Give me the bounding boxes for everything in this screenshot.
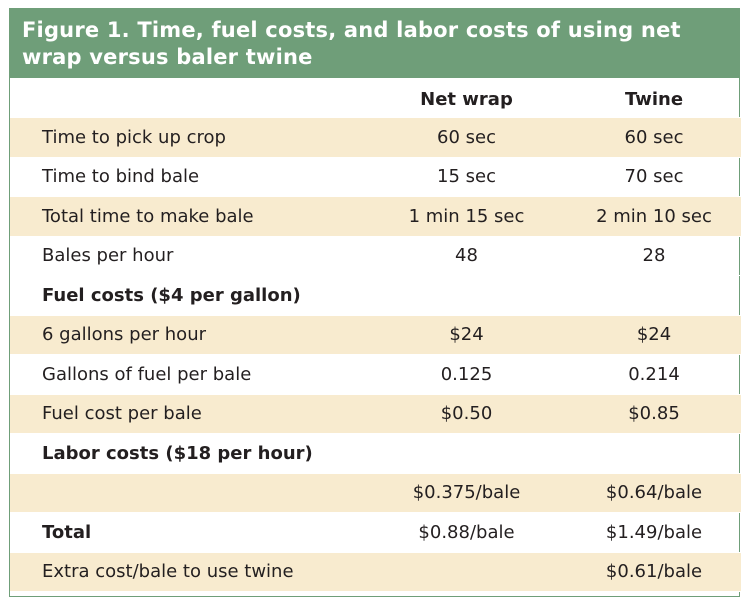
section-label: Labor costs ($18 per hour) bbox=[10, 433, 366, 474]
table-row: Total time to make bale 1 min 15 sec 2 m… bbox=[10, 196, 741, 237]
row-label: Time to pick up crop bbox=[10, 117, 366, 158]
row-label: Bales per hour bbox=[10, 236, 366, 276]
net-wrap-value: 1 min 15 sec bbox=[366, 196, 567, 237]
row-label: 6 gallons per hour bbox=[10, 315, 366, 355]
twine-value bbox=[567, 433, 741, 474]
row-label: Fuel cost per bale bbox=[10, 394, 366, 434]
row-label: Gallons of fuel per bale bbox=[10, 354, 366, 395]
total-label: Total bbox=[10, 512, 366, 553]
twine-value: $24 bbox=[567, 315, 741, 355]
figure-title: Figure 1. Time, fuel costs, and labor co… bbox=[10, 9, 739, 78]
net-wrap-value bbox=[366, 552, 567, 592]
header-net-wrap: Net wrap bbox=[366, 78, 567, 118]
net-wrap-value bbox=[366, 433, 567, 474]
table-row: Time to pick up crop 60 sec 60 sec bbox=[10, 117, 741, 158]
net-wrap-value: 48 bbox=[366, 236, 567, 276]
net-wrap-value: $0.375/bale bbox=[366, 473, 567, 513]
net-wrap-value: $0.88/bale bbox=[366, 512, 567, 553]
twine-value: 2 min 10 sec bbox=[567, 196, 741, 237]
twine-value bbox=[567, 275, 741, 316]
table-header-row: Net wrap Twine bbox=[10, 78, 741, 118]
twine-value: 60 sec bbox=[567, 117, 741, 158]
twine-value: $0.64/bale bbox=[567, 473, 741, 513]
row-label: Total time to make bale bbox=[10, 196, 366, 237]
section-label: Fuel costs ($4 per gallon) bbox=[10, 275, 366, 316]
twine-value: 70 sec bbox=[567, 157, 741, 197]
twine-value: $0.85 bbox=[567, 394, 741, 434]
table-row: Fuel cost per bale $0.50 $0.85 bbox=[10, 394, 741, 434]
table-row: Time to bind bale 15 sec 70 sec bbox=[10, 157, 741, 197]
twine-value: 28 bbox=[567, 236, 741, 276]
net-wrap-value: $24 bbox=[366, 315, 567, 355]
figure-container: Figure 1. Time, fuel costs, and labor co… bbox=[9, 8, 741, 597]
row-label: Time to bind bale bbox=[10, 157, 366, 197]
total-row: Total $0.88/bale $1.49/bale bbox=[10, 512, 741, 553]
net-wrap-value: 0.125 bbox=[366, 354, 567, 395]
comparison-table: Net wrap Twine Time to pick up crop 60 s… bbox=[10, 78, 741, 592]
row-label: Extra cost/bale to use twine bbox=[10, 552, 366, 592]
net-wrap-value: $0.50 bbox=[366, 394, 567, 434]
net-wrap-value: 60 sec bbox=[366, 117, 567, 158]
table-row: 6 gallons per hour $24 $24 bbox=[10, 315, 741, 355]
net-wrap-value: 15 sec bbox=[366, 157, 567, 197]
twine-value: 0.214 bbox=[567, 354, 741, 395]
table-row: $0.375/bale $0.64/bale bbox=[10, 473, 741, 513]
twine-value: $0.61/bale bbox=[567, 552, 741, 592]
header-twine: Twine bbox=[567, 78, 741, 118]
header-label-column bbox=[10, 78, 366, 118]
net-wrap-value bbox=[366, 275, 567, 316]
table-row: Gallons of fuel per bale 0.125 0.214 bbox=[10, 354, 741, 395]
section-row-labor-costs: Labor costs ($18 per hour) bbox=[10, 433, 741, 474]
row-label bbox=[10, 473, 366, 513]
table-row: Bales per hour 48 28 bbox=[10, 236, 741, 276]
twine-value: $1.49/bale bbox=[567, 512, 741, 553]
section-row-fuel-costs: Fuel costs ($4 per gallon) bbox=[10, 275, 741, 316]
extra-cost-row: Extra cost/bale to use twine $0.61/bale bbox=[10, 552, 741, 592]
